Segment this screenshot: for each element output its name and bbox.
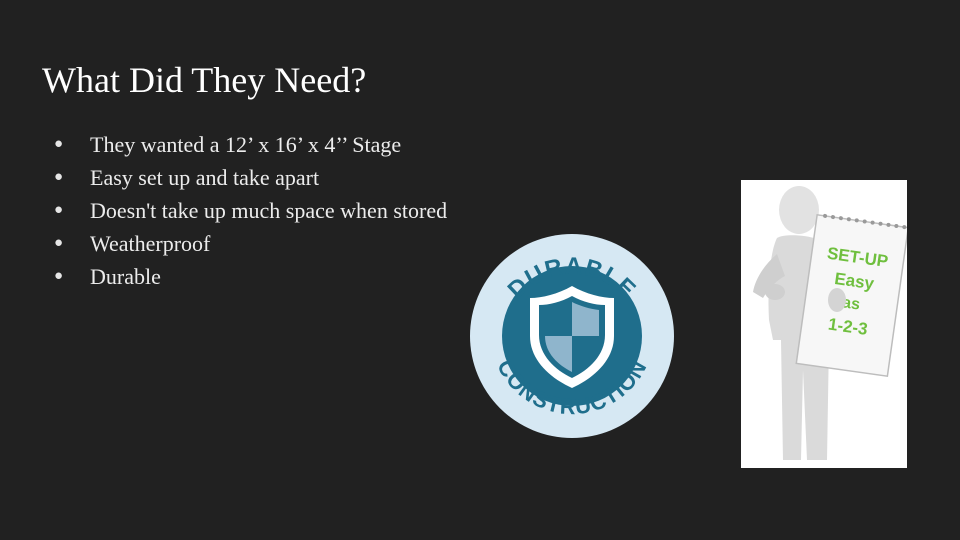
sign-line-3: as	[841, 294, 861, 313]
setup-figure-image: SET-UP Easy as 1-2-3	[741, 180, 910, 468]
bullet-text: Durable	[90, 264, 161, 289]
bullet-item: ● Doesn't take up much space when stored	[48, 194, 447, 227]
bullet-dot-icon: ●	[54, 136, 64, 152]
durable-construction-badge: DURABLE CONSTRUCTION	[468, 232, 676, 440]
bullet-dot-icon: ●	[54, 169, 64, 185]
bullet-item: ● Durable	[48, 260, 447, 293]
setup-sign: SET-UP Easy as 1-2-3	[795, 213, 910, 378]
bullet-item: ● They wanted a 12’ x 16’ x 4’’ Stage	[48, 128, 447, 161]
bullet-text: Doesn't take up much space when stored	[90, 198, 448, 223]
figure-graphic: SET-UP Easy as 1-2-3	[753, 186, 910, 460]
bullet-dot-icon: ●	[54, 235, 64, 251]
bullet-list: ● They wanted a 12’ x 16’ x 4’’ Stage ● Ea…	[48, 128, 447, 293]
bullet-text: Weatherproof	[90, 231, 211, 256]
bullet-text: They wanted a 12’ x 16’ x 4’’ Stage	[90, 132, 402, 157]
bullet-text: Easy set up and take apart	[90, 165, 320, 190]
bullet-dot-icon: ●	[54, 202, 64, 218]
shield-icon	[530, 286, 614, 388]
figure-hand-icon	[828, 288, 846, 312]
slide-title: What Did They Need?	[42, 60, 367, 100]
badge-graphic: DURABLE CONSTRUCTION	[470, 234, 674, 438]
bullet-item: ● Weatherproof	[48, 227, 447, 260]
bullet-item: ● Easy set up and take apart	[48, 161, 447, 194]
bullet-dot-icon: ●	[54, 268, 64, 284]
